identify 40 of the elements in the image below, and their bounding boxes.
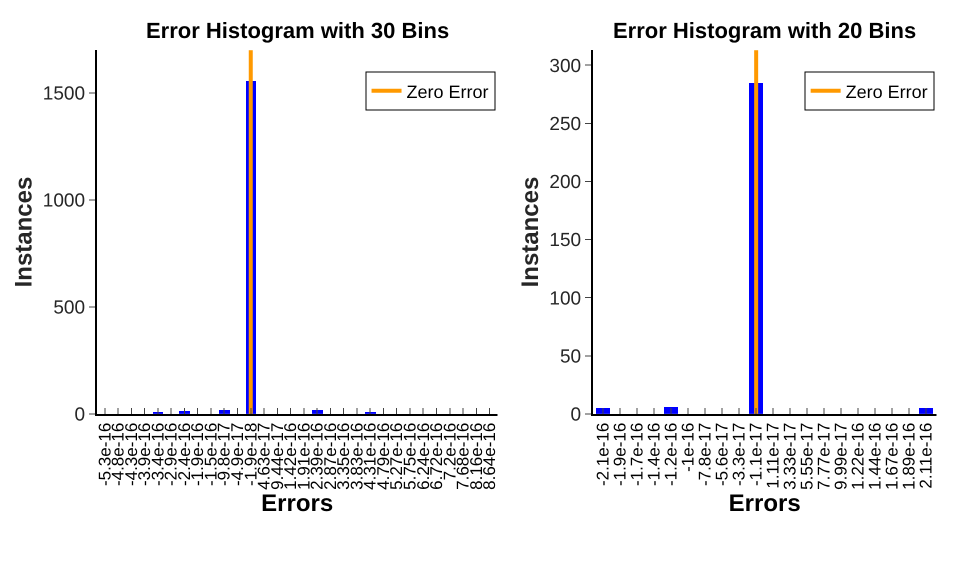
- x-tick-label: -7.8e-17: [696, 422, 715, 486]
- y-tick-label: 200: [549, 172, 582, 194]
- x-tick-label: 1.67e-16: [882, 422, 902, 490]
- x-tick-label: 5.55e-17: [798, 422, 817, 490]
- y-tick-label: 250: [549, 114, 582, 135]
- x-tick-label: 1.89e-16: [900, 422, 919, 490]
- chart-title: Error Histogram with 30 Bins: [146, 18, 450, 43]
- x-tick-label: 1.44e-16: [866, 422, 885, 490]
- y-tick-label: 0: [570, 404, 582, 426]
- x-tick-label: -1e-16: [678, 422, 698, 472]
- y-tick-label: 150: [549, 230, 582, 252]
- x-tick-label: -1.9e-16: [610, 422, 630, 486]
- x-tick-label: 1.11e-17: [764, 422, 783, 489]
- y-tick-label: 0: [74, 404, 86, 426]
- chart-title: Error Histogram with 20 Bins: [613, 18, 916, 43]
- x-tick-label: 9.99e-17: [832, 422, 851, 490]
- x-tick-label: -2.1e-16: [594, 422, 613, 486]
- y-tick-label: 300: [549, 56, 582, 77]
- y-tick-label: 1500: [42, 84, 86, 105]
- y-tick-label: 500: [53, 298, 86, 319]
- x-tick-label: 7.77e-17: [814, 422, 834, 490]
- x-tick-label: -3.3e-17: [730, 422, 749, 486]
- x-tick-label: 2.11e-16: [916, 422, 936, 489]
- y-tick-label: 100: [549, 288, 582, 310]
- x-tick-label: -1.1e-17: [746, 422, 766, 486]
- x-tick-label: -1.7e-16: [628, 422, 647, 486]
- y-tick-label: 1000: [42, 190, 86, 212]
- legend-label: Zero Error: [846, 82, 928, 102]
- legend-label: Zero Error: [406, 82, 489, 102]
- y-axis-title: Instances: [10, 176, 38, 288]
- x-tick-label: -1.4e-16: [644, 422, 664, 486]
- x-tick-label: -1.2e-16: [662, 422, 681, 486]
- bar: [664, 407, 678, 414]
- y-axis-title: Instances: [517, 176, 544, 288]
- x-tick-label: -5.6e-17: [712, 422, 732, 486]
- x-axis-title: Errors: [261, 490, 334, 517]
- x-tick-label: 3.33e-17: [780, 422, 800, 490]
- y-tick-label: 50: [560, 346, 582, 368]
- x-axis-title: Errors: [728, 490, 801, 517]
- x-tick-label: 1.22e-16: [848, 422, 868, 490]
